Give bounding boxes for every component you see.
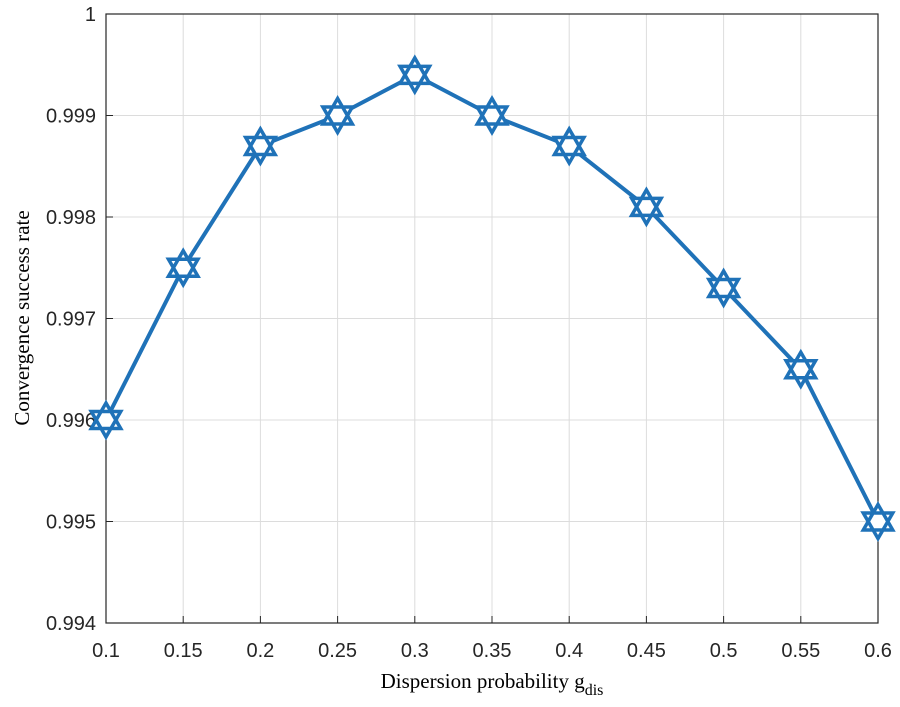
x-tick-label: 0.5 [710,640,738,662]
y-tick-label: 1 [85,4,96,26]
x-axis-label-main: Dispersion probability g [381,669,586,693]
x-tick-label: 0.15 [164,640,203,662]
y-axis-label: Convergence success rate [10,210,34,425]
y-tick-label: 0.996 [46,410,96,432]
x-tick-label: 0.4 [555,640,583,662]
x-tick-label: 0.6 [864,640,892,662]
y-tick-label: 0.997 [46,309,96,331]
data-marker [319,94,356,137]
data-marker [88,399,124,441]
data-marker [783,348,819,390]
data-marker [705,267,742,309]
y-tick-label: 0.994 [46,613,96,635]
x-tick-label: 0.2 [246,640,274,662]
data-marker [242,125,279,167]
y-tick-label: 0.995 [46,512,96,534]
plot-frame [105,13,879,624]
x-tick-label: 0.55 [781,640,820,662]
data-marker [165,247,201,289]
x-tick-label: 0.1 [92,640,120,662]
data-marker [397,54,433,96]
x-tick-label: 0.35 [473,640,512,662]
y-tick-label: 0.999 [46,106,96,128]
data-marker [474,94,510,137]
x-tick-label: 0.3 [401,640,429,662]
x-axis-label: Dispersion probability gdis [381,669,604,699]
y-tick-label: 0.998 [46,207,96,229]
x-tick-label: 0.25 [318,640,357,662]
x-axis-label-subscript: dis [585,682,604,699]
data-marker [860,500,896,543]
x-tick-label: 0.45 [627,640,666,662]
data-marker [551,125,587,167]
data-marker [628,186,665,228]
